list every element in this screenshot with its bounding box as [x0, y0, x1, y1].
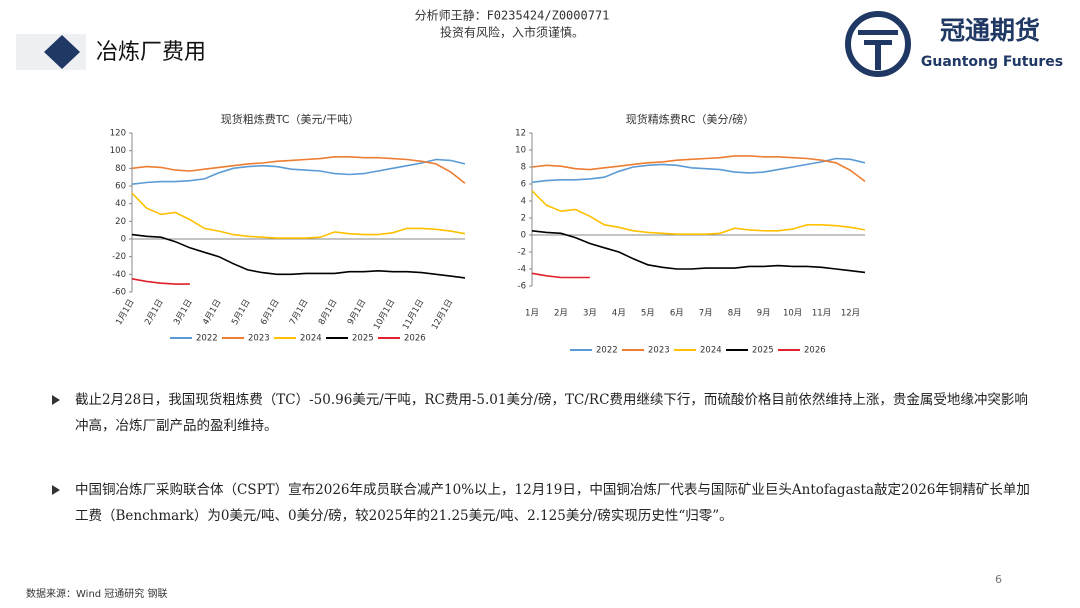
x-tick-label: 9月1日 — [346, 298, 369, 327]
y-tick-label: 100 — [110, 146, 126, 156]
series-line — [531, 272, 590, 279]
bullet-text: 截止2月28日，我国现货粗炼费（TC）-50.96美元/干吨，RC费用-5.01… — [75, 392, 1028, 434]
legend-label: 2026 — [804, 346, 826, 356]
logo-bar — [858, 30, 898, 35]
x-tick-label: 7月1日 — [288, 298, 311, 327]
legend-label: 2025 — [752, 346, 774, 356]
y-tick-label: -60 — [112, 288, 126, 298]
logo-en: Guantong Futures — [921, 54, 1063, 70]
analyst: 分析师王静：F0235424/Z0000771 — [415, 9, 610, 23]
y-tick-label: -40 — [112, 270, 126, 280]
legend-label: 2022 — [196, 334, 218, 344]
slide-title: 冶炼厂费用 — [96, 40, 206, 65]
y-tick-label: 60 — [115, 182, 126, 192]
x-tick-label: 5月1日 — [230, 298, 253, 327]
x-tick-label: 4月 — [612, 309, 626, 319]
legend-label: 2024 — [700, 346, 722, 356]
y-tick-label: 80 — [115, 164, 126, 174]
y-tick-label: -6 — [518, 282, 526, 292]
legend-label: 2023 — [248, 334, 270, 344]
y-tick-label: 4 — [521, 197, 526, 207]
risk-note: 投资有风险，入市须谨慎。 — [440, 25, 584, 40]
source: 数据来源：Wind 冠通研究 钢联 — [26, 587, 168, 600]
series-line — [531, 157, 866, 184]
x-tick-label: 11月1日 — [401, 298, 426, 332]
x-tick-label: 3月1日 — [172, 298, 195, 327]
y-tick-label: 6 — [521, 180, 526, 190]
bullet-marker — [52, 395, 60, 405]
chart-title: 现货精炼费RC（美分/磅） — [626, 112, 754, 126]
x-tick-label: 2月 — [554, 309, 568, 319]
x-tick-label: 3月 — [583, 309, 597, 319]
x-tick-label: 10月 — [783, 309, 802, 319]
y-tick-label: 2 — [521, 214, 526, 224]
y-tick-label: 10 — [515, 146, 526, 156]
y-tick-label: -4 — [518, 265, 526, 275]
x-tick-label: 1月1日 — [114, 298, 137, 327]
y-tick-label: 40 — [115, 199, 126, 209]
legend-label: 2026 — [404, 334, 426, 344]
page-number: 6 — [995, 573, 1002, 586]
logo-ring — [845, 11, 911, 77]
x-tick-label: 1月 — [525, 309, 539, 319]
x-tick-label: 4月1日 — [201, 298, 224, 327]
series-line — [531, 190, 866, 235]
series-line — [131, 158, 466, 185]
x-tick-label: 12月1日 — [430, 298, 455, 332]
series-line — [531, 155, 866, 183]
x-tick-label: 2月1日 — [143, 298, 166, 327]
x-tick-label: 8月 — [728, 309, 742, 319]
title-diamond — [44, 35, 80, 69]
x-tick-label: 10月1日 — [372, 298, 397, 332]
y-tick-label: -2 — [518, 248, 526, 258]
y-tick-label: 20 — [115, 217, 126, 227]
legend-label: 2022 — [596, 346, 618, 356]
y-tick-label: 0 — [121, 235, 126, 245]
series-line — [531, 230, 866, 274]
x-tick-label: 11月 — [812, 309, 831, 319]
x-tick-label: 12月 — [841, 309, 860, 319]
series-line — [131, 233, 466, 279]
logo-cn: 冠通期货 — [940, 16, 1040, 45]
y-tick-label: 8 — [521, 163, 526, 173]
y-tick-label: 12 — [515, 129, 526, 139]
x-tick-label: 6月1日 — [259, 298, 282, 327]
x-tick-label: 5月 — [641, 309, 655, 319]
legend-label: 2025 — [352, 334, 374, 344]
bullet-text: 中国铜冶炼厂采购联合体（CSPT）宣布2026年成员联合减产10%以上，12月1… — [75, 482, 1030, 524]
legend-label: 2024 — [300, 334, 322, 344]
series-line — [131, 156, 466, 184]
x-tick-label: 7月 — [699, 309, 713, 319]
series-line — [131, 278, 190, 285]
y-tick-label: -20 — [112, 252, 126, 262]
logo-stem — [875, 40, 881, 70]
bullet-marker — [52, 485, 60, 495]
y-tick-label: 0 — [521, 231, 526, 241]
x-tick-label: 9月 — [757, 309, 771, 319]
y-tick-label: 120 — [110, 129, 126, 139]
x-tick-label: 6月 — [670, 309, 684, 319]
chart-title: 现货粗炼费TC（美元/干吨） — [221, 112, 359, 126]
legend-label: 2023 — [648, 346, 670, 356]
series-line — [131, 192, 466, 239]
x-tick-label: 8月1日 — [317, 298, 340, 327]
